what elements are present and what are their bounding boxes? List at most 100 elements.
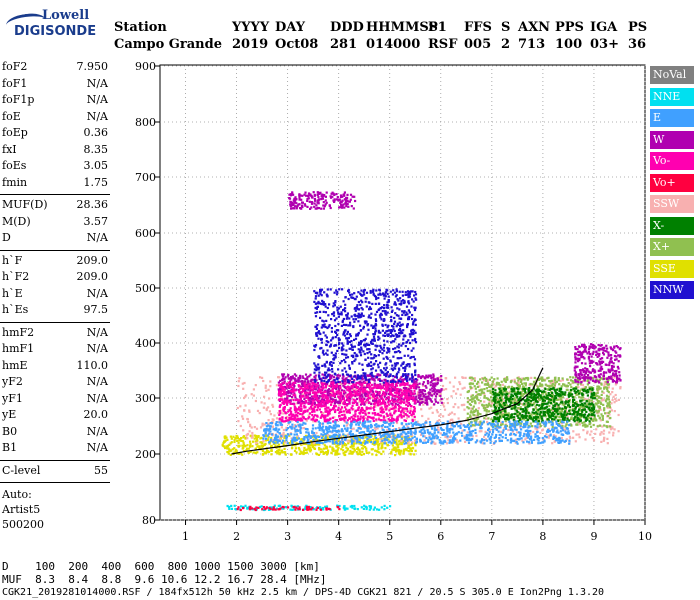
scatter-point-ssw xyxy=(352,427,355,430)
scatter-point-vo xyxy=(283,406,286,409)
scatter-point-x xyxy=(504,399,507,402)
scatter-point-w xyxy=(348,382,351,385)
scatter-point-vo xyxy=(292,414,295,417)
header-label-6: FFS xyxy=(464,20,492,35)
scatter-point-sse xyxy=(277,452,280,455)
scatter-point-w xyxy=(326,390,329,393)
scatter-point-x xyxy=(543,395,546,398)
scatter-point-ssw xyxy=(573,403,576,406)
scatter-point-ssw xyxy=(364,401,367,404)
scatter-point-vo xyxy=(295,419,298,422)
scatter-point-vo xyxy=(298,406,301,409)
param-name: foE xyxy=(2,109,21,123)
scatter-point-sse xyxy=(367,440,370,443)
scatter-point-x xyxy=(539,389,542,392)
scatter-point-sse xyxy=(341,445,344,448)
scatter-point-ssw xyxy=(489,384,492,387)
scatter-point-e xyxy=(328,430,331,433)
legend-item-noval: NoVal xyxy=(650,66,694,84)
scatter-point-ssw xyxy=(599,432,602,435)
scatter-point-ssw xyxy=(591,436,594,440)
scatter-point-ssw xyxy=(454,403,457,406)
scatter-point-vo xyxy=(302,402,305,405)
scatter-point-vo xyxy=(331,390,334,393)
scatter-point-sse xyxy=(294,447,297,450)
scatter-point-w xyxy=(426,403,429,406)
scatter-point-x xyxy=(597,410,600,413)
scatter-point-w xyxy=(338,374,342,377)
scatter-point-x xyxy=(564,416,567,419)
scatter-point-ssw xyxy=(563,402,566,405)
scatter-point-vo xyxy=(284,419,287,422)
scatter-point-vo xyxy=(359,399,362,402)
scatter-point-vo xyxy=(355,420,358,423)
scatter-point-w xyxy=(439,379,442,382)
scatter-point-sse xyxy=(238,452,241,455)
scatter-point-sse xyxy=(340,448,343,451)
scatter-point-w xyxy=(314,398,317,401)
scatter-point-sse xyxy=(306,448,309,451)
scatter-point-sse xyxy=(240,439,243,442)
scatter-point-w xyxy=(433,386,436,389)
scatter-point-ssw xyxy=(441,403,444,406)
scatter-point-vo xyxy=(335,391,338,394)
scatter-point-vo xyxy=(406,389,409,392)
scatter-point-ssw xyxy=(256,409,260,412)
scatter-point-ssw xyxy=(340,382,343,386)
scatter-point-w xyxy=(379,383,382,386)
scatter-point-ssw xyxy=(613,410,616,413)
scatter-point-sse xyxy=(261,445,264,449)
scatter-point-x xyxy=(593,406,596,409)
scatter-point-x xyxy=(471,382,475,385)
scatter-point-ssw xyxy=(600,440,603,443)
scatter-point-x xyxy=(536,385,539,388)
scatter-point-vo xyxy=(313,409,316,412)
scatter-point-vo xyxy=(306,391,309,394)
scatter-point-vo xyxy=(305,396,309,399)
scatter-point-x xyxy=(514,390,517,393)
scatter-point-e xyxy=(289,421,292,424)
scatter-point-x xyxy=(541,376,544,379)
scatter-point-ssw xyxy=(247,421,250,424)
scatter-point-x xyxy=(492,411,495,414)
scatter-point-x xyxy=(528,405,531,408)
scatter-point-x xyxy=(499,404,502,407)
scatter-point-x xyxy=(554,403,557,406)
scatter-point-ssw xyxy=(590,415,593,418)
scatter-point-vo xyxy=(385,389,388,392)
scatter-point-sse xyxy=(226,444,230,447)
scatter-point-sse xyxy=(399,450,402,453)
scatter-point-vo xyxy=(332,391,335,394)
scatter-point-vo xyxy=(320,411,323,414)
scatter-point-x xyxy=(558,389,561,393)
scatter-point-x xyxy=(561,377,564,380)
scatter-point-sse xyxy=(242,436,245,439)
scatter-point-ssw xyxy=(262,440,265,443)
scatter-point-x xyxy=(514,394,518,397)
scatter-point-ssw xyxy=(363,385,366,388)
scatter-point-ssw xyxy=(239,405,242,408)
scatter-point-vo xyxy=(334,419,337,422)
scatter-point-vo xyxy=(324,384,328,387)
scatter-point-sse xyxy=(230,441,233,444)
scatter-point-x xyxy=(586,383,589,386)
scatter-point-sse xyxy=(352,443,355,446)
scatter-point-w xyxy=(415,386,418,389)
scatter-point-vo xyxy=(382,410,385,414)
scatter-point-vo xyxy=(362,390,365,393)
scatter-point-vo xyxy=(402,401,406,404)
scatter-point-sse xyxy=(352,444,355,447)
scatter-point-w xyxy=(422,381,425,384)
scatter-point-x xyxy=(538,417,541,420)
scatter-point-w xyxy=(359,388,363,391)
scatter-point-vo xyxy=(368,397,371,400)
scatter-point-sse xyxy=(278,448,281,451)
scatter-point-w xyxy=(383,395,386,398)
scatter-point-w xyxy=(415,387,418,390)
scatter-point-vo xyxy=(311,402,314,405)
scatter-point-sse xyxy=(254,440,257,443)
scatter-point-x xyxy=(516,392,519,395)
scatter-point-x xyxy=(509,395,513,398)
scatter-point-w xyxy=(432,376,435,379)
scatter-point-ssw xyxy=(315,431,318,435)
